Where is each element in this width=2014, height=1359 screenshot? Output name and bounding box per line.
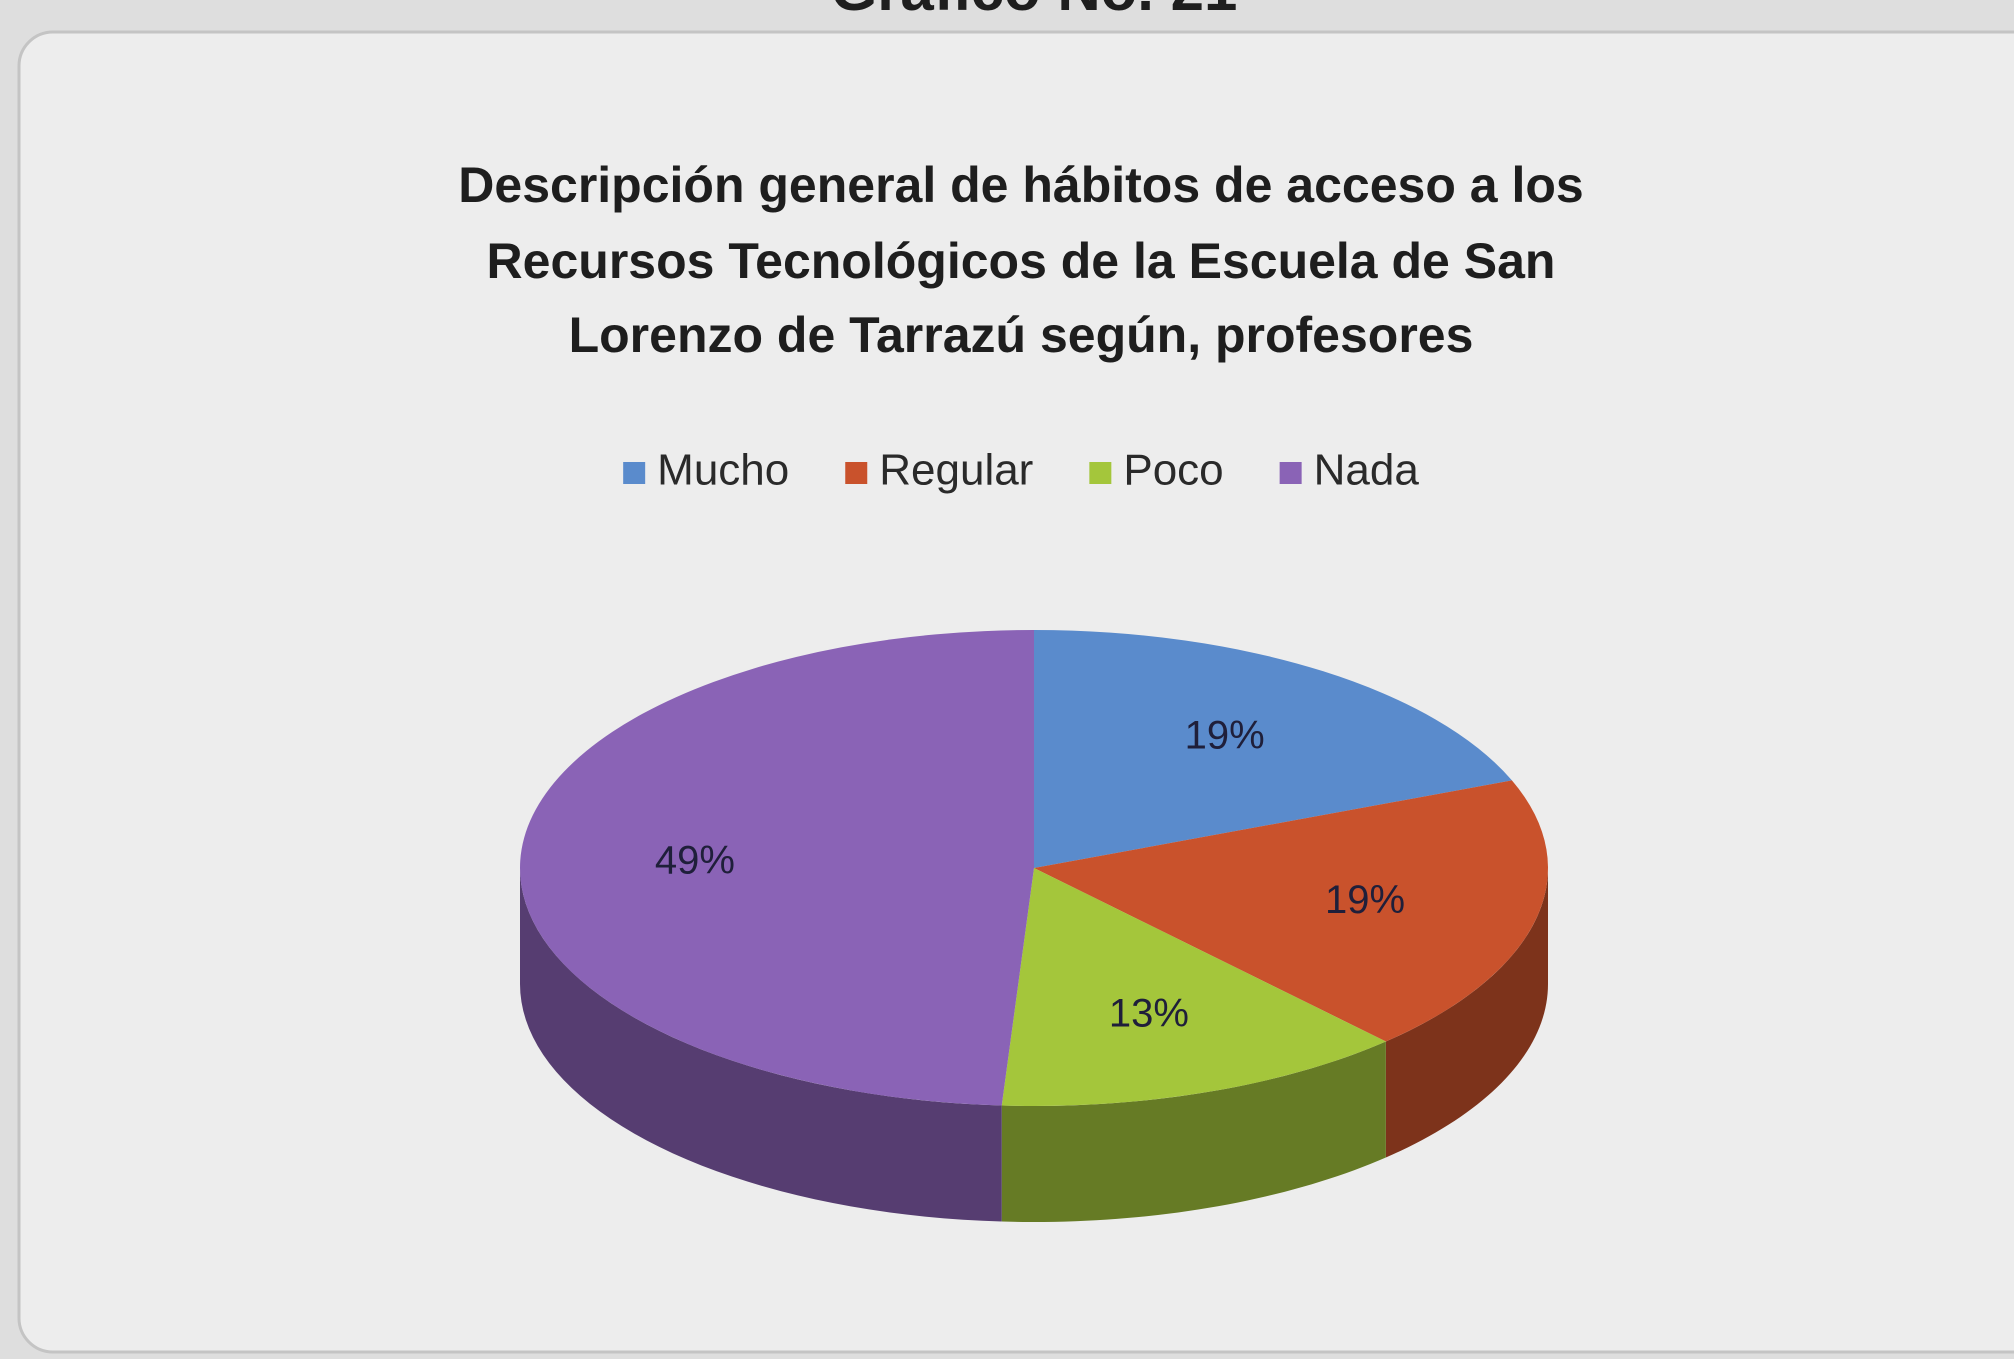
legend-swatch	[1279, 462, 1302, 484]
pie-side	[520, 868, 1002, 1222]
heading: Gráfico No. 21	[831, 0, 1238, 23]
chart-title: Lorenzo de Tarrazú según, profesores	[569, 307, 1474, 363]
legend-swatch	[623, 462, 646, 484]
data-label: 13%	[1109, 991, 1189, 1035]
pie-slice	[519, 630, 1034, 1106]
legend-label: Poco	[1123, 446, 1223, 495]
pie-side	[1001, 1041, 1386, 1222]
pie-slice	[1001, 868, 1386, 1107]
pie-slice	[1034, 780, 1548, 1042]
chart-title: Recursos Tecnológicos de la Escuela de S…	[487, 233, 1556, 289]
chart-title: Descripción general de hábitos de acceso…	[458, 157, 1583, 213]
data-label: 19%	[1185, 714, 1265, 758]
legend-swatch	[1089, 462, 1112, 484]
legend-label: Mucho	[657, 446, 789, 495]
legend-swatch	[845, 462, 868, 484]
pie-slice	[1034, 630, 1512, 868]
data-label: 19%	[1325, 878, 1405, 922]
legend-label: Nada	[1314, 446, 1420, 495]
pie-side	[1385, 868, 1548, 1158]
legend-label: Regular	[879, 446, 1033, 495]
data-label: 49%	[655, 839, 735, 883]
